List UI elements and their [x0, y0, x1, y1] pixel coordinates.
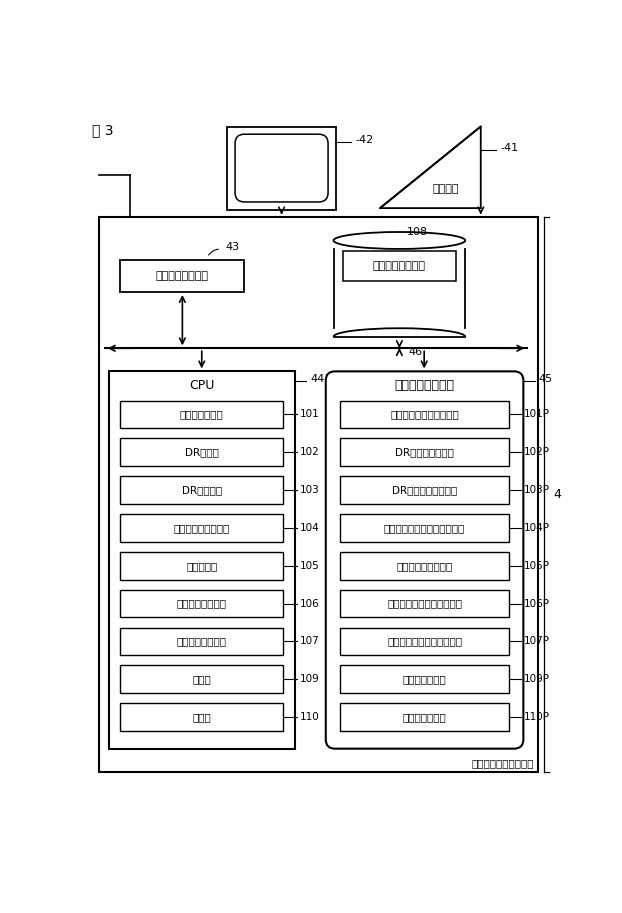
Bar	[340, 703, 509, 731]
Text: -42: -42	[355, 135, 373, 145]
Text: 106P: 106P	[523, 599, 549, 609]
Text: 条件設定部: 条件設定部	[186, 561, 217, 571]
Text: スケジューリング部: スケジューリング部	[174, 523, 230, 533]
Text: 削減可能量指定プログラム: 削減可能量指定プログラム	[387, 599, 462, 609]
Bar	[109, 372, 295, 749]
Text: 106: 106	[300, 599, 320, 609]
Text: DR定式化プログラム: DR定式化プログラム	[392, 485, 457, 495]
Bar	[100, 217, 538, 771]
Text: 45: 45	[539, 374, 553, 384]
Bar	[121, 401, 283, 428]
Bar	[121, 259, 244, 292]
Text: プログラムメモリ: プログラムメモリ	[394, 379, 455, 392]
Text: 101P: 101P	[523, 409, 549, 419]
Bar	[121, 514, 283, 541]
Text: 43: 43	[226, 242, 240, 252]
Text: スケジューリングプログラム: スケジューリングプログラム	[384, 523, 465, 533]
Text: DR定式化部: DR定式化部	[182, 485, 222, 495]
Ellipse shape	[333, 232, 465, 249]
Bar	[121, 551, 283, 580]
Text: 46: 46	[409, 348, 423, 358]
Bar	[121, 438, 283, 467]
Bar	[340, 666, 509, 693]
Text: 102: 102	[300, 447, 320, 457]
Text: 103: 103	[300, 485, 320, 495]
FancyBboxPatch shape	[235, 134, 328, 202]
Text: 105P: 105P	[523, 561, 549, 571]
Text: 102P: 102P	[523, 447, 549, 457]
Bar	[227, 127, 336, 210]
Text: デマンド予測プログラム: デマンド予測プログラム	[390, 409, 459, 419]
Text: 103P: 103P	[523, 485, 549, 495]
Bar	[121, 703, 283, 731]
Text: -41: -41	[500, 143, 518, 153]
Text: 104: 104	[300, 523, 320, 533]
Text: 101: 101	[300, 409, 320, 419]
Text: 44: 44	[310, 374, 325, 384]
Bar	[340, 477, 509, 504]
Text: 検索プログラム: 検索プログラム	[402, 712, 447, 722]
Text: 110P: 110P	[523, 712, 549, 722]
Bar	[340, 551, 509, 580]
Bar	[121, 477, 283, 504]
Text: 気象データ受信プログラム: 気象データ受信プログラム	[387, 636, 462, 646]
Bar	[121, 590, 283, 617]
FancyBboxPatch shape	[326, 372, 523, 749]
Text: 運転データベース: 運転データベース	[373, 261, 426, 271]
Text: CPU: CPU	[189, 379, 215, 392]
Text: 107: 107	[300, 636, 320, 646]
Bar	[121, 666, 283, 693]
Text: 検索部: 検索部	[192, 712, 211, 722]
Bar	[340, 401, 509, 428]
Text: 制御プログラム: 制御プログラム	[402, 674, 447, 684]
Text: 107P: 107P	[523, 636, 549, 646]
Bar	[121, 627, 283, 656]
Text: 105: 105	[300, 561, 320, 571]
Text: 制御部: 制御部	[192, 674, 211, 684]
Text: 108: 108	[407, 226, 429, 236]
Text: デマンド予測部: デマンド予測部	[180, 409, 224, 419]
Text: 気象データ受信部: 気象データ受信部	[177, 636, 227, 646]
Text: 条件設定プログラム: 条件設定プログラム	[396, 561, 453, 571]
Text: エネルギー管理サーバ: エネルギー管理サーバ	[471, 758, 534, 768]
Bar	[340, 627, 509, 656]
Text: 入出力部: 入出力部	[433, 184, 459, 194]
Bar	[340, 590, 509, 617]
Text: DR受付部: DR受付部	[185, 447, 219, 457]
Text: 109P: 109P	[523, 674, 549, 684]
Bar	[340, 514, 509, 541]
Text: インタフェース部: インタフェース部	[156, 271, 209, 281]
Text: 110: 110	[300, 712, 320, 722]
Bar	[343, 251, 456, 280]
Text: 109: 109	[300, 674, 320, 684]
Text: 図 3: 図 3	[91, 123, 113, 138]
Text: 削減可能量指定部: 削減可能量指定部	[177, 599, 227, 609]
Text: 104P: 104P	[523, 523, 549, 533]
Text: 4: 4	[554, 488, 562, 501]
Text: DR受付プログラム: DR受付プログラム	[395, 447, 454, 457]
Bar	[340, 438, 509, 467]
